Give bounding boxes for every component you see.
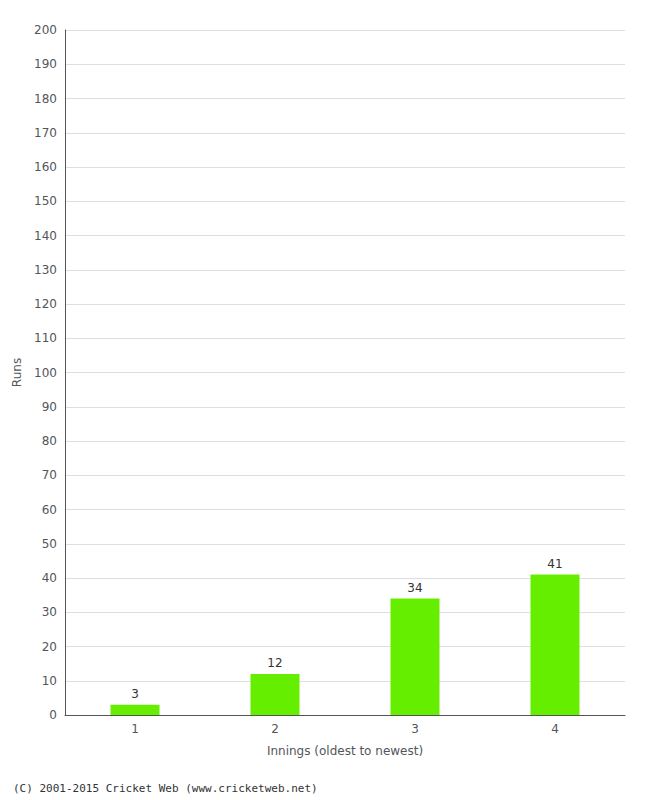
svg-text:100: 100 [34, 366, 57, 380]
svg-text:20: 20 [42, 640, 57, 654]
svg-text:110: 110 [34, 331, 57, 345]
svg-text:170: 170 [34, 126, 57, 140]
svg-text:10: 10 [42, 674, 57, 688]
svg-text:41: 41 [547, 557, 562, 571]
svg-text:190: 190 [34, 57, 57, 71]
svg-text:140: 140 [34, 229, 57, 243]
svg-text:(C) 2001-2015 Cricket Web (www: (C) 2001-2015 Cricket Web (www.cricketwe… [13, 782, 318, 795]
svg-text:200: 200 [34, 23, 57, 37]
svg-text:80: 80 [42, 434, 57, 448]
svg-text:3: 3 [411, 722, 419, 736]
svg-text:160: 160 [34, 160, 57, 174]
svg-text:30: 30 [42, 605, 57, 619]
svg-text:3: 3 [131, 687, 139, 701]
svg-text:4: 4 [551, 722, 559, 736]
svg-text:150: 150 [34, 194, 57, 208]
svg-text:60: 60 [42, 503, 57, 517]
svg-text:2: 2 [271, 722, 279, 736]
svg-text:0: 0 [49, 708, 57, 722]
svg-text:180: 180 [34, 92, 57, 106]
svg-text:90: 90 [42, 400, 57, 414]
svg-text:12: 12 [267, 656, 282, 670]
svg-text:40: 40 [42, 571, 57, 585]
svg-text:70: 70 [42, 468, 57, 482]
svg-text:Innings (oldest to newest): Innings (oldest to newest) [267, 744, 423, 758]
svg-text:120: 120 [34, 297, 57, 311]
svg-text:34: 34 [407, 581, 422, 595]
svg-text:Runs: Runs [10, 358, 24, 387]
svg-text:130: 130 [34, 263, 57, 277]
svg-text:50: 50 [42, 537, 57, 551]
svg-text:1: 1 [131, 722, 139, 736]
